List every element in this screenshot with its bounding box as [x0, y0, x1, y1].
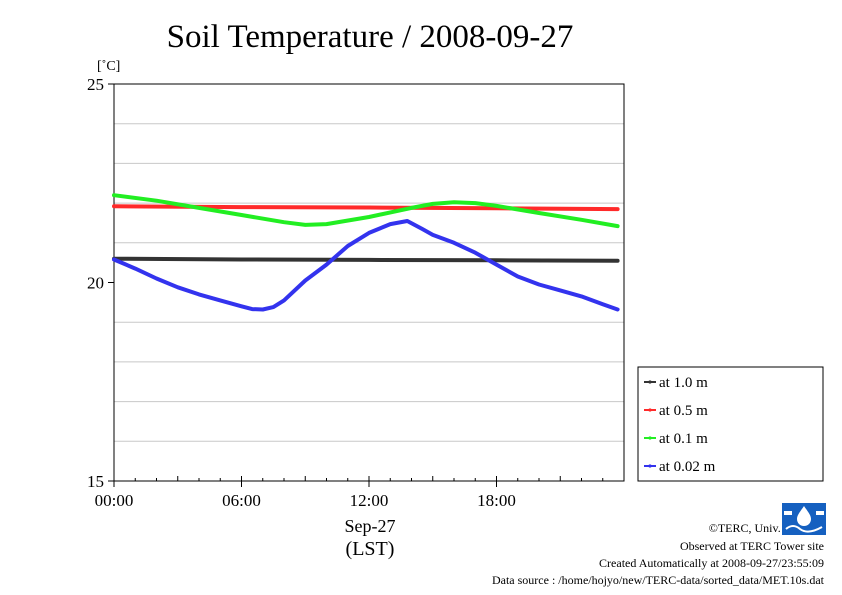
x-tick-label: 06:00 — [222, 491, 261, 510]
legend-marker-2 — [648, 436, 652, 440]
legend-marker-0 — [648, 380, 652, 384]
y-tick-label: 20 — [87, 274, 104, 293]
terc-logo-icon — [782, 503, 826, 535]
x-axis-unit-label: (LST) — [346, 538, 395, 560]
series-lines — [112, 193, 620, 312]
series-line-3 — [112, 219, 620, 312]
legend: at 1.0 m at 0.5 m at 0.1 m at 0.02 m — [637, 366, 824, 482]
x-tick-label: 18:00 — [477, 491, 516, 510]
grid-lines — [114, 123, 624, 442]
chart-title: Soil Temperature / 2008-09-27 — [167, 19, 574, 55]
legend-marker-3 — [648, 464, 652, 468]
created-text: Created Automatically at 2008-09-27/23:5… — [599, 556, 824, 570]
x-tick-label: 12:00 — [350, 491, 389, 510]
plot-frame — [113, 83, 625, 482]
legend-label-0: at 1.0 m — [659, 375, 708, 391]
series-line-2 — [112, 193, 620, 229]
legend-label-1: at 0.5 m — [659, 403, 708, 419]
y-tick-label: 15 — [87, 472, 104, 491]
axis-ticks: 15 20 25 00:00 06:00 12:00 18:00 — [87, 75, 604, 510]
y-unit-label: [˚C] — [97, 59, 120, 74]
legend-box — [637, 366, 824, 482]
legend-label-2: at 0.1 m — [659, 431, 708, 447]
x-tick-label: 00:00 — [95, 491, 134, 510]
data-source-text: Data source : /home/hojyo/new/TERC-data/… — [491, 573, 824, 587]
legend-marker-1 — [648, 408, 652, 412]
x-axis-date-label: Sep-27 — [345, 516, 396, 536]
y-tick-label: 25 — [87, 75, 104, 94]
series-line-0 — [112, 256, 620, 263]
legend-label-3: at 0.02 m — [659, 459, 716, 475]
site-text: Observed at TERC Tower site — [679, 539, 824, 553]
